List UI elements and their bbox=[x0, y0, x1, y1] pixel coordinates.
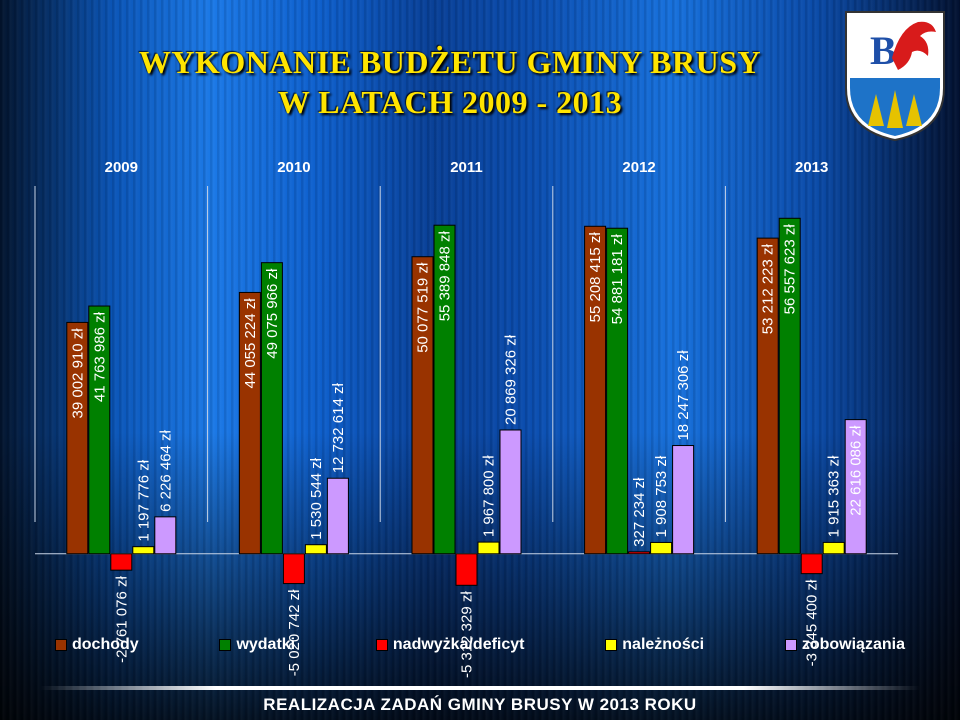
data-label: 55 389 848 zł bbox=[437, 231, 454, 322]
legend-item: należności bbox=[605, 636, 704, 654]
footer-divider bbox=[40, 686, 920, 690]
data-label: 49 075 966 zł bbox=[264, 268, 281, 359]
data-label: 55 208 415 zł bbox=[587, 232, 604, 323]
bar bbox=[433, 224, 456, 555]
category-label: 2011 bbox=[450, 159, 483, 176]
legend-swatch bbox=[55, 639, 67, 651]
bar bbox=[477, 541, 500, 555]
bar bbox=[499, 429, 522, 555]
data-label: 56 557 623 zł bbox=[782, 224, 799, 315]
data-label: 41 763 986 zł bbox=[91, 311, 108, 402]
bar bbox=[411, 256, 434, 555]
bar bbox=[822, 541, 845, 555]
data-label: 1 915 363 zł bbox=[826, 455, 843, 537]
bar bbox=[110, 553, 133, 571]
legend-label: nadwyżka/deficyt bbox=[392, 636, 525, 653]
legend-swatch bbox=[605, 639, 618, 651]
bar bbox=[844, 419, 867, 555]
category-label: 2009 bbox=[105, 159, 138, 176]
bar bbox=[260, 262, 283, 555]
bar bbox=[650, 541, 673, 555]
legend-label: zobowiązania bbox=[801, 636, 905, 653]
bar bbox=[282, 553, 305, 585]
data-label: 1 197 776 zł bbox=[135, 459, 152, 541]
legend-swatch bbox=[375, 639, 388, 651]
legend-swatch bbox=[784, 639, 797, 651]
data-label: 1 530 544 zł bbox=[308, 457, 325, 539]
data-label: 50 077 519 zł bbox=[415, 262, 432, 353]
bar bbox=[672, 445, 695, 555]
data-label: 20 869 326 zł bbox=[503, 334, 520, 425]
bar bbox=[584, 225, 607, 555]
legend-item: dochody bbox=[55, 636, 139, 654]
data-label: 327 234 zł bbox=[631, 477, 648, 547]
svg-text:B: B bbox=[870, 28, 897, 73]
data-label: 1 908 753 zł bbox=[653, 455, 670, 537]
title-line-2: W LATACH 2009 - 2013 bbox=[277, 84, 623, 120]
legend-swatch bbox=[219, 639, 232, 651]
bar bbox=[88, 305, 111, 555]
data-label: 12 732 614 zł bbox=[330, 383, 347, 474]
title-line-1: WYKONANIE BUDŻETU GMINY BRUSY bbox=[138, 44, 762, 80]
data-label: 1 967 800 zł bbox=[481, 455, 498, 537]
legend-item: wydatki bbox=[219, 636, 295, 654]
bar bbox=[756, 237, 779, 555]
data-label: -5 312 329 zł bbox=[459, 591, 476, 678]
bar bbox=[628, 551, 651, 555]
page-title: WYKONANIE BUDŻETU GMINY BRUSY W LATACH 2… bbox=[60, 42, 840, 122]
legend-label: wydatki bbox=[236, 636, 296, 653]
bar bbox=[132, 546, 155, 555]
data-label: 44 055 224 zł bbox=[242, 298, 259, 389]
data-label: -5 020 742 zł bbox=[286, 589, 303, 676]
legend-item: nadwyżka/deficyt bbox=[375, 636, 525, 654]
data-label: 53 212 223 zł bbox=[760, 243, 777, 334]
bar bbox=[238, 291, 261, 555]
bar bbox=[154, 516, 177, 555]
category-label: 2013 bbox=[795, 159, 828, 176]
data-label: 54 881 181 zł bbox=[609, 234, 626, 325]
category-label: 2010 bbox=[277, 159, 310, 176]
data-label: 39 002 910 zł bbox=[69, 328, 86, 419]
data-label: 18 247 306 zł bbox=[675, 350, 692, 441]
bar bbox=[455, 553, 478, 586]
legend-label: dochody bbox=[72, 636, 139, 653]
data-label: -2 761 076 zł bbox=[113, 576, 130, 663]
legend-label: należności bbox=[622, 636, 705, 653]
bar bbox=[66, 321, 89, 555]
data-label: 6 226 464 zł bbox=[157, 429, 174, 511]
footer-caption: REALIZACJA ZADAŃ GMINY BRUSY W 2013 ROKU bbox=[263, 695, 697, 714]
bar bbox=[606, 227, 629, 555]
data-label: -3 345 400 zł bbox=[804, 579, 821, 666]
bar bbox=[800, 553, 823, 575]
data-label: 22 616 086 zł bbox=[848, 425, 865, 516]
bar bbox=[778, 217, 801, 555]
bar bbox=[326, 477, 349, 555]
legend-item: zobowiązania bbox=[784, 636, 905, 654]
category-label: 2012 bbox=[622, 159, 655, 176]
chart-legend: dochody wydatki nadwyżka/deficyt należności… bbox=[55, 636, 905, 654]
coat-of-arms-icon: B bbox=[845, 11, 945, 142]
bar bbox=[304, 544, 327, 555]
